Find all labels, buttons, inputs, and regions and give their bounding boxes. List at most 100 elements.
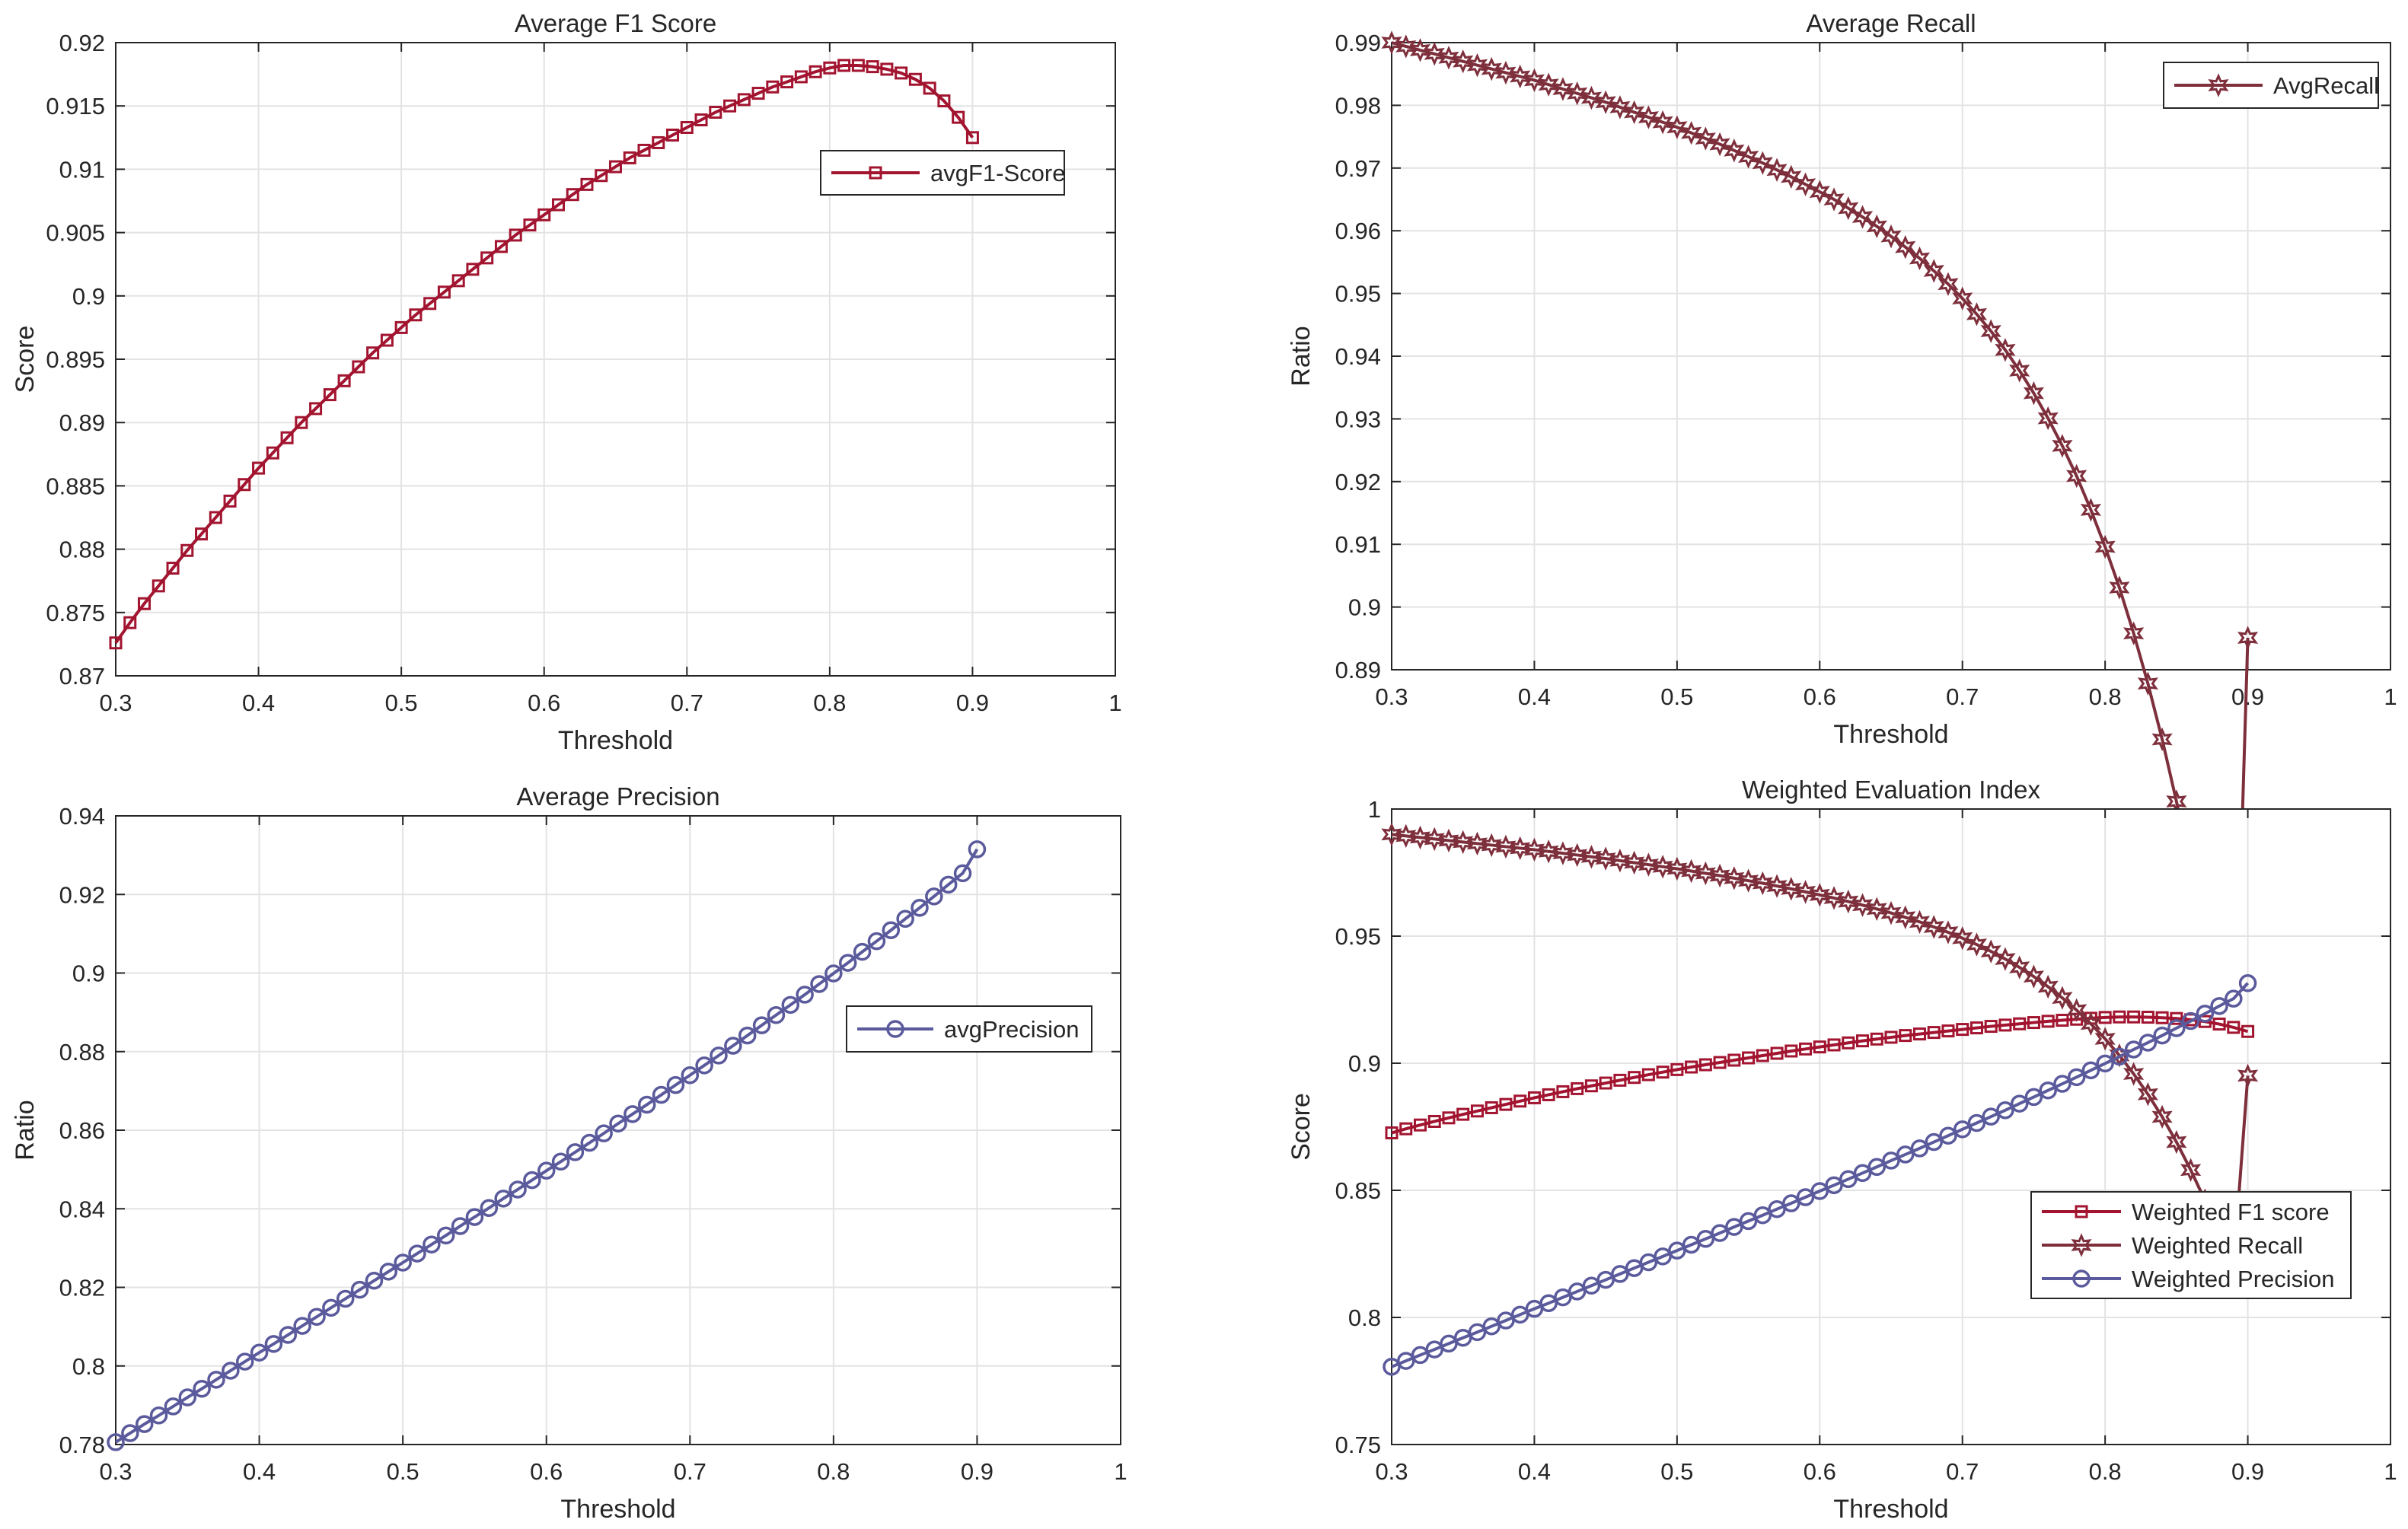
data-point-f1 [566, 188, 579, 202]
data-point-recall [1381, 822, 1402, 847]
data-point-recall [1794, 880, 1816, 904]
y-tick-label: 0.98 [1335, 92, 1381, 119]
data-point-f1 [1527, 1091, 1541, 1104]
data-point-precision [853, 942, 872, 961]
data-point-precision [1939, 1126, 1957, 1145]
data-point-precision [1996, 1101, 2014, 1120]
data-point-precision [322, 1298, 340, 1317]
y-tick-label: 0.9 [72, 283, 105, 310]
data-point-f1 [537, 208, 551, 221]
data-point-f1 [280, 431, 294, 444]
data-point-f1 [652, 135, 665, 149]
data-point-recall [2080, 498, 2102, 522]
data-point-precision [107, 1433, 125, 1451]
data-point-precision [2138, 1034, 2158, 1052]
data-point-f1 [309, 402, 323, 416]
data-point-f1 [666, 128, 680, 142]
data-point-f1 [1956, 1023, 1969, 1037]
data-point-f1 [1756, 1049, 1769, 1062]
data-point-precision [436, 1226, 455, 1245]
x-axis-label: Threshold [560, 1495, 675, 1524]
data-point-recall [1966, 302, 1988, 327]
x-tick-label: 0.6 [528, 690, 560, 716]
data-point-precision [637, 1095, 656, 1114]
data-point-recall [1453, 49, 1474, 74]
data-point-f1 [709, 106, 722, 119]
data-point-precision [423, 1235, 441, 1253]
legend-marker-f1 [869, 166, 882, 180]
chart-3: 0.3 0.4 0.5 0.6 0.7 0.8 0.9 1 0.78 0.8 0.82 0.84 0.8… [11, 782, 1127, 1524]
data-point-precision [1896, 1145, 1915, 1164]
chart-4: 0.3 0.4 0.5 0.6 0.7 0.8 0.9 1 0.75 0.8 0.85 0.9 0.95… [1287, 776, 2397, 1524]
data-point-precision [724, 1037, 742, 1055]
x-tick-label: 0.3 [99, 1458, 132, 1485]
data-point-f1 [238, 478, 251, 492]
data-point-f1 [1456, 1107, 1470, 1121]
data-point-f1 [2113, 1010, 2126, 1024]
data-point-recall [1395, 823, 1417, 849]
data-point-recall [1766, 874, 1788, 898]
data-point-recall [1938, 920, 1959, 944]
data-point-recall [1538, 72, 1559, 97]
data-point-f1 [923, 81, 936, 95]
data-point-f1 [1571, 1081, 1584, 1095]
data-point-f1 [895, 66, 908, 80]
data-point-precision [1853, 1164, 1872, 1183]
data-point-recall [1923, 259, 1944, 283]
data-point-recall [2123, 1062, 2145, 1086]
data-point-recall [1466, 53, 1488, 78]
data-point-recall [1466, 831, 1488, 856]
data-point-recall [1823, 886, 1845, 910]
data-point-precision [121, 1424, 139, 1442]
data-point-recall [1909, 246, 1931, 271]
x-tick-label: 0.3 [99, 690, 132, 716]
data-point-f1 [1998, 1018, 2012, 1032]
data-point-recall [1538, 839, 1559, 864]
data-point-precision [1953, 1120, 1972, 1139]
data-point-f1 [195, 527, 209, 541]
data-point-precision [666, 1075, 685, 1094]
data-point-f1 [2141, 1011, 2154, 1024]
data-point-recall [1880, 224, 1902, 249]
data-point-f1 [680, 120, 694, 134]
x-axis-label: Threshold [1833, 720, 1948, 749]
data-point-f1 [509, 228, 522, 242]
data-point-recall [1737, 868, 1759, 893]
data-point-recall [1980, 319, 2001, 343]
y-tick-label: 0.92 [59, 30, 105, 56]
x-tick-label: 1 [2384, 1458, 2397, 1485]
data-point-f1 [180, 543, 194, 557]
data-point-recall [2137, 1082, 2158, 1107]
data-point-f1 [295, 416, 308, 429]
legend: avgF1-Score [820, 150, 1065, 196]
chart-title: Average Recall [1806, 9, 1976, 37]
x-tick-label: 0.8 [817, 1458, 850, 1485]
data-point-precision [379, 1263, 398, 1281]
y-tick-label: 0.78 [59, 1432, 105, 1458]
data-point-recall [2123, 621, 2145, 645]
data-point-precision [2053, 1075, 2072, 1093]
data-point-f1 [209, 511, 222, 524]
data-point-recall [1395, 34, 1417, 59]
data-point-recall [1510, 836, 1531, 861]
data-point-recall [1995, 338, 2016, 362]
y-tick-label: 0.93 [1335, 406, 1381, 432]
data-point-recall [1823, 187, 1845, 212]
data-point-f1 [252, 461, 266, 475]
data-point-precision [509, 1180, 527, 1199]
data-point-recall [1567, 843, 1588, 868]
data-point-precision [523, 1171, 541, 1190]
data-point-f1 [751, 87, 765, 100]
chart-1: 0.3 0.4 0.5 0.6 0.7 0.8 0.9 10.870.8750.880.885… [11, 9, 1122, 755]
data-point-f1 [151, 579, 165, 593]
x-tick-label: 0.6 [530, 1458, 563, 1485]
data-point-recall [1438, 46, 1459, 70]
y-tick-label: 0.905 [46, 220, 105, 247]
data-point-f1 [1385, 1126, 1399, 1140]
data-point-f1 [2098, 1011, 2112, 1024]
data-point-precision [394, 1253, 412, 1272]
data-point-precision [1867, 1158, 1887, 1177]
series-line-recall [1391, 41, 2250, 1110]
data-point-f1 [837, 59, 851, 72]
data-point-precision [494, 1190, 512, 1208]
